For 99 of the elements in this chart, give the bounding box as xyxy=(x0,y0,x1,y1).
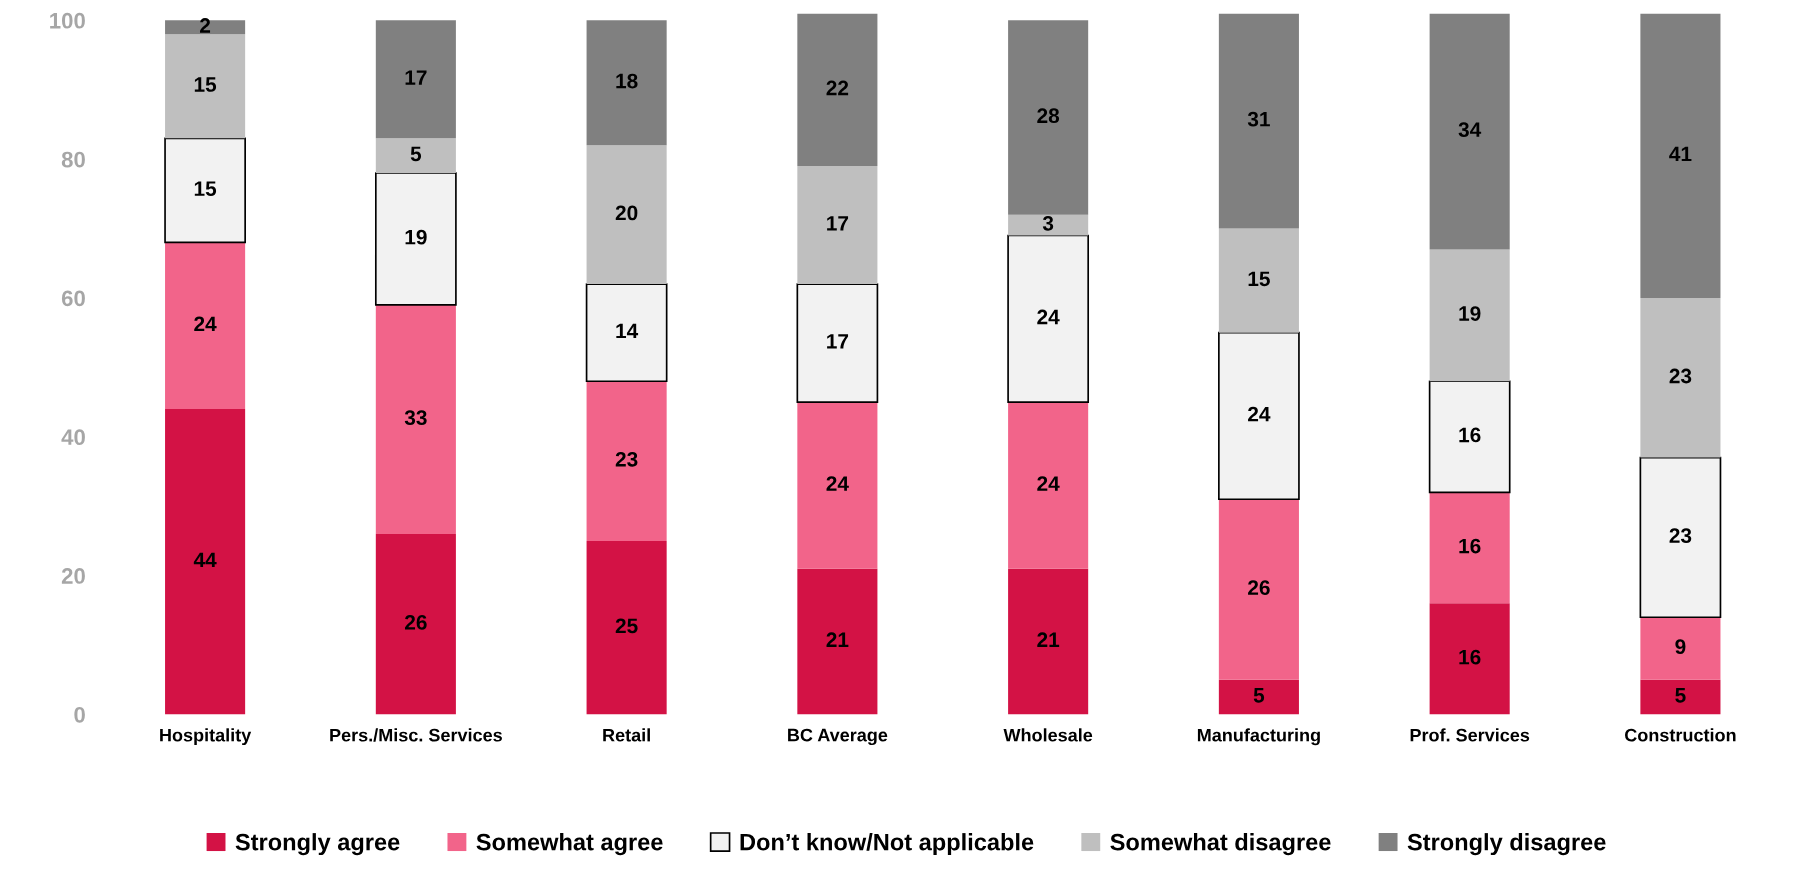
data-label: 18 xyxy=(616,73,638,89)
legend-label: Don’t know/Not applicable xyxy=(740,833,1034,856)
bar xyxy=(1218,331,1300,501)
data-label: 34 xyxy=(1458,122,1482,138)
data-label: 5 xyxy=(410,146,422,162)
y-tick-label: 60 xyxy=(61,290,85,307)
bar xyxy=(1218,13,1299,229)
bar xyxy=(1218,228,1299,333)
data-label: 20 xyxy=(615,205,638,221)
legend-label: Somewhat disagree xyxy=(1110,833,1331,856)
data-label: 24 xyxy=(1037,309,1060,325)
x-tick-label: Construction xyxy=(1625,728,1736,742)
x-tick-label: Pers./Misc. Services xyxy=(330,728,502,742)
data-label: 28 xyxy=(1037,108,1060,124)
y-tick-label: 100 xyxy=(50,12,85,29)
bar xyxy=(797,402,878,569)
bar xyxy=(164,137,246,244)
bar xyxy=(165,409,246,715)
data-label: 3 xyxy=(1042,215,1054,231)
bar xyxy=(165,242,246,410)
data-label: 33 xyxy=(404,410,427,426)
bar xyxy=(375,533,456,715)
data-label: 17 xyxy=(827,334,849,349)
data-label: 23 xyxy=(1669,528,1692,544)
data-label: 16 xyxy=(1459,538,1481,554)
data-label: 14 xyxy=(616,323,639,339)
bar xyxy=(1008,214,1089,236)
data-label: 15 xyxy=(1248,271,1270,287)
data-label: 15 xyxy=(194,181,217,196)
bar xyxy=(796,283,879,403)
data-label: 9 xyxy=(1675,639,1686,655)
bar xyxy=(1639,456,1722,619)
bar xyxy=(797,568,878,715)
data-label: 21 xyxy=(826,632,849,647)
data-label: 24 xyxy=(826,476,849,491)
bar xyxy=(586,540,667,715)
bar xyxy=(1640,297,1721,458)
y-tick-label: 40 xyxy=(61,429,85,446)
bar xyxy=(165,20,246,35)
bar xyxy=(1008,568,1089,715)
data-label: 21 xyxy=(1037,632,1060,647)
data-label: 22 xyxy=(826,80,849,96)
data-label: 44 xyxy=(193,552,217,568)
data-label: 16 xyxy=(1459,649,1481,665)
x-tick-label: Wholesale xyxy=(1003,728,1093,742)
bar xyxy=(1007,234,1090,403)
data-label: 31 xyxy=(1247,111,1270,127)
x-tick-label: Prof. Services xyxy=(1410,728,1530,742)
data-label: 5 xyxy=(1253,688,1265,703)
data-label: 17 xyxy=(405,70,427,85)
bar xyxy=(1640,679,1721,715)
bar xyxy=(374,172,457,306)
legend-label: Somewhat agree xyxy=(476,833,663,856)
bar xyxy=(1008,20,1089,215)
x-tick-label: Manufacturing xyxy=(1197,728,1320,746)
bar xyxy=(797,13,878,167)
bar xyxy=(1429,249,1510,382)
bar xyxy=(1428,380,1511,494)
bar xyxy=(1640,13,1721,298)
data-label: 26 xyxy=(1248,580,1270,596)
bar xyxy=(586,381,667,541)
bar xyxy=(1218,499,1299,680)
data-label: 41 xyxy=(1669,146,1692,162)
x-tick-label: Retail xyxy=(603,728,650,742)
bar xyxy=(1429,603,1510,715)
bar xyxy=(375,138,456,174)
data-label: 19 xyxy=(1459,306,1481,321)
legend-label: Strongly agree xyxy=(235,833,400,856)
data-label: 19 xyxy=(405,229,427,245)
data-label: 23 xyxy=(1669,368,1692,384)
bar xyxy=(375,304,456,534)
bar xyxy=(1429,492,1510,604)
bar xyxy=(165,34,246,139)
bar xyxy=(585,283,668,383)
bar xyxy=(1429,13,1510,250)
data-label: 17 xyxy=(827,216,849,231)
data-label: 23 xyxy=(615,451,638,467)
bar xyxy=(586,20,667,146)
data-label: 24 xyxy=(1248,406,1271,422)
bar xyxy=(375,20,456,139)
data-label: 24 xyxy=(1037,476,1060,491)
data-label: 25 xyxy=(615,618,638,634)
bar xyxy=(586,145,667,285)
data-label: 24 xyxy=(194,316,217,332)
y-tick-label: 20 xyxy=(61,568,85,584)
bar xyxy=(1008,402,1089,569)
data-label: 16 xyxy=(1459,427,1481,443)
bar xyxy=(1640,617,1721,680)
bar xyxy=(1218,679,1299,715)
y-tick-label: 80 xyxy=(61,151,85,168)
data-label: 5 xyxy=(1675,688,1686,703)
y-tick-label: 0 xyxy=(74,706,85,723)
data-label: 15 xyxy=(194,77,217,92)
x-tick-label: BC Average xyxy=(788,728,888,746)
data-label: 26 xyxy=(404,615,427,630)
legend-label: Strongly disagree xyxy=(1407,833,1606,856)
x-tick-label: Hospitality xyxy=(160,728,252,746)
data-label: 2 xyxy=(200,18,211,33)
bar xyxy=(797,166,878,285)
